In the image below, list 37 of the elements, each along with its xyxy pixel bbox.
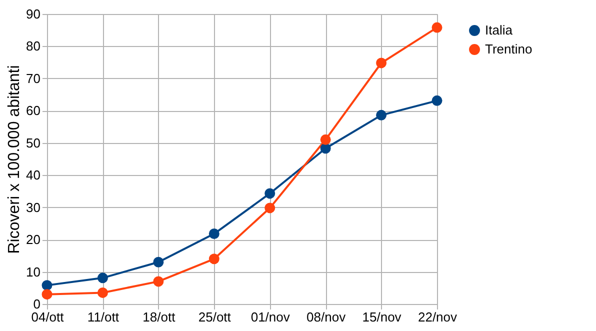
x-tick-label: 08/nov <box>306 310 346 324</box>
y-tick-label: 10 <box>26 264 40 280</box>
point <box>320 143 331 154</box>
legend-label: Trentino <box>485 42 532 56</box>
point <box>42 280 52 291</box>
point <box>376 58 387 68</box>
point <box>264 188 276 199</box>
point <box>153 276 164 287</box>
point <box>42 289 52 300</box>
y-tick-label: 50 <box>26 135 40 150</box>
point <box>432 22 442 33</box>
x-tick-label: 18/ott <box>142 310 176 324</box>
y-tick-label: 30 <box>26 200 40 215</box>
legend-label: Italia <box>485 22 514 38</box>
y-tick-label: 0 <box>33 296 40 312</box>
x-tick-label: 22/nov <box>418 310 458 324</box>
point <box>153 256 164 268</box>
point <box>208 254 220 264</box>
point <box>320 134 331 145</box>
point <box>264 202 276 214</box>
x-tick-label: 25/ott <box>198 310 232 324</box>
x-tick-label: 15/nov <box>362 310 402 324</box>
point <box>376 110 387 120</box>
point <box>208 228 220 239</box>
point <box>432 95 442 106</box>
y-tick-label: 60 <box>26 103 40 118</box>
y-axis-title: Ricoveri x 100.000 abitanti <box>6 65 24 254</box>
y-tick-label: 40 <box>26 168 40 183</box>
x-tick-label: 11/ott <box>87 310 120 324</box>
y-tick-label: 90 <box>26 6 40 22</box>
y-tick-label: 80 <box>26 38 40 54</box>
y-tick-label: 20 <box>26 232 40 248</box>
x-tick-label: 01/nov <box>250 310 290 324</box>
x-tick-label: 04/ott <box>31 310 64 324</box>
y-tick-label: 70 <box>26 70 40 86</box>
point <box>97 287 108 298</box>
point <box>97 272 108 284</box>
